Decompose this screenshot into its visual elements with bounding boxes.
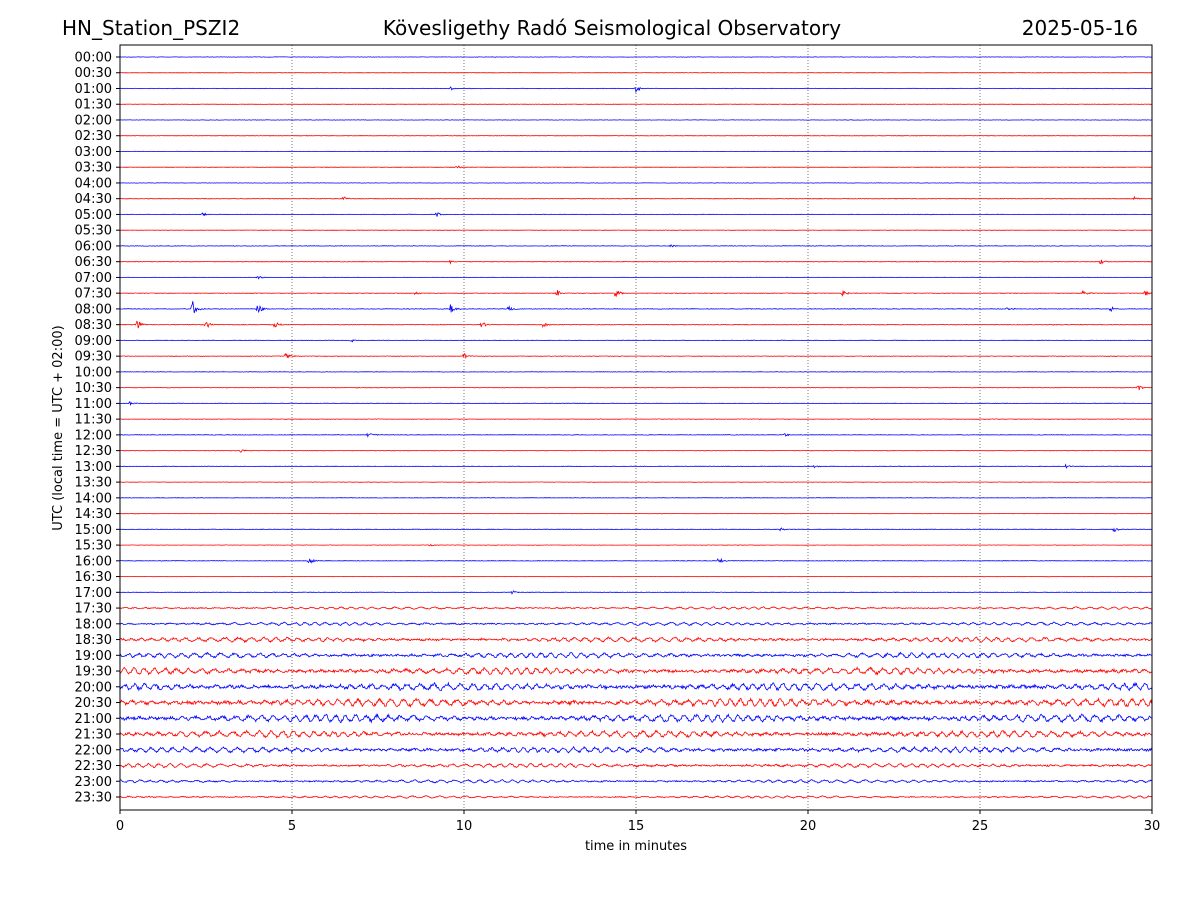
x-axis-ticks: 0 5 10 15 20 25 30 bbox=[116, 810, 1160, 834]
y-tick-label: 10:00 bbox=[75, 365, 112, 380]
trace-2000 bbox=[120, 683, 1152, 691]
trace-1800 bbox=[120, 622, 1152, 625]
y-tick-label: 07:00 bbox=[75, 271, 112, 286]
x-tick-label: 5 bbox=[288, 819, 296, 834]
trace-0800 bbox=[120, 301, 1152, 313]
y-tick-label: 15:30 bbox=[75, 539, 112, 554]
y-tick-label: 17:00 bbox=[75, 586, 112, 601]
station-title: HN_Station_PSZI2 bbox=[62, 16, 240, 40]
y-tick-label: 08:30 bbox=[75, 318, 112, 333]
y-tick-label: 09:00 bbox=[75, 334, 112, 349]
y-tick-label: 12:30 bbox=[75, 444, 112, 459]
y-tick-label: 20:00 bbox=[75, 680, 112, 695]
trace-1200 bbox=[120, 434, 1152, 437]
y-tick-label: 03:30 bbox=[75, 161, 112, 176]
y-tick-label: 06:00 bbox=[75, 239, 112, 254]
y-tick-label: 01:00 bbox=[75, 82, 112, 97]
y-tick-label: 07:30 bbox=[75, 287, 112, 302]
trace-2230 bbox=[120, 763, 1152, 768]
x-tick-label: 10 bbox=[456, 819, 473, 834]
y-tick-label: 23:00 bbox=[75, 775, 112, 790]
y-tick-label: 19:00 bbox=[75, 649, 112, 664]
y-tick-label: 01:30 bbox=[75, 98, 112, 113]
trace-1530 bbox=[120, 544, 1152, 546]
y-axis-label: UTC (local time = UTC + 02:00) bbox=[51, 325, 66, 530]
trace-2100 bbox=[120, 714, 1152, 723]
y-tick-label: 11:00 bbox=[75, 397, 112, 412]
x-tick-label: 25 bbox=[972, 819, 989, 834]
y-tick-label: 18:00 bbox=[75, 617, 112, 632]
y-tick-label: 14:00 bbox=[75, 491, 112, 506]
y-tick-label: 03:00 bbox=[75, 145, 112, 160]
trace-0900 bbox=[120, 340, 1152, 342]
trace-2130 bbox=[120, 730, 1152, 737]
y-tick-label: 20:30 bbox=[75, 696, 112, 711]
x-tick-label: 30 bbox=[1144, 819, 1161, 834]
y-tick-label: 00:30 bbox=[75, 66, 112, 81]
chart-title: Kövesligethy Radó Seismological Observat… bbox=[383, 16, 841, 40]
y-tick-label: 23:30 bbox=[75, 791, 112, 806]
x-tick-label: 20 bbox=[800, 819, 817, 834]
y-axis-ticks: 00:0000:3001:0001:3002:0002:3003:0003:30… bbox=[75, 51, 120, 806]
trace-0330 bbox=[120, 166, 1152, 168]
y-tick-label: 15:00 bbox=[75, 523, 112, 538]
y-tick-label: 04:30 bbox=[75, 192, 112, 207]
x-tick-label: 0 bbox=[116, 819, 124, 834]
trace-1030 bbox=[120, 386, 1152, 390]
y-tick-label: 02:30 bbox=[75, 129, 112, 144]
y-tick-label: 21:30 bbox=[75, 728, 112, 743]
y-tick-label: 06:30 bbox=[75, 255, 112, 270]
y-tick-label: 12:00 bbox=[75, 428, 112, 443]
grid-lines bbox=[292, 45, 980, 810]
y-tick-label: 04:00 bbox=[75, 176, 112, 191]
y-tick-label: 05:30 bbox=[75, 224, 112, 239]
y-tick-label: 00:00 bbox=[75, 51, 112, 66]
x-axis-label: time in minutes bbox=[585, 839, 687, 854]
date-title: 2025-05-16 bbox=[1022, 16, 1138, 40]
y-tick-label: 19:30 bbox=[75, 665, 112, 680]
y-tick-label: 16:30 bbox=[75, 570, 112, 585]
trace-1130 bbox=[120, 419, 1152, 420]
trace-1900 bbox=[120, 653, 1152, 659]
x-tick-label: 15 bbox=[628, 819, 645, 834]
y-tick-label: 22:00 bbox=[75, 743, 112, 758]
y-tick-label: 16:00 bbox=[75, 554, 112, 569]
y-tick-label: 11:30 bbox=[75, 413, 112, 428]
trace-1600 bbox=[120, 559, 1152, 563]
trace-2330 bbox=[120, 796, 1152, 799]
y-tick-label: 13:00 bbox=[75, 460, 112, 475]
y-tick-label: 05:00 bbox=[75, 208, 112, 223]
y-tick-label: 02:00 bbox=[75, 113, 112, 128]
y-tick-label: 09:30 bbox=[75, 350, 112, 365]
y-tick-label: 14:30 bbox=[75, 507, 112, 522]
y-tick-label: 21:00 bbox=[75, 712, 112, 727]
y-tick-label: 22:30 bbox=[75, 759, 112, 774]
y-tick-label: 10:30 bbox=[75, 381, 112, 396]
y-tick-label: 08:00 bbox=[75, 302, 112, 317]
y-tick-label: 17:30 bbox=[75, 602, 112, 617]
trace-0630 bbox=[120, 260, 1152, 264]
trace-1930 bbox=[120, 667, 1152, 674]
y-tick-label: 18:30 bbox=[75, 633, 112, 648]
y-tick-label: 13:30 bbox=[75, 476, 112, 491]
